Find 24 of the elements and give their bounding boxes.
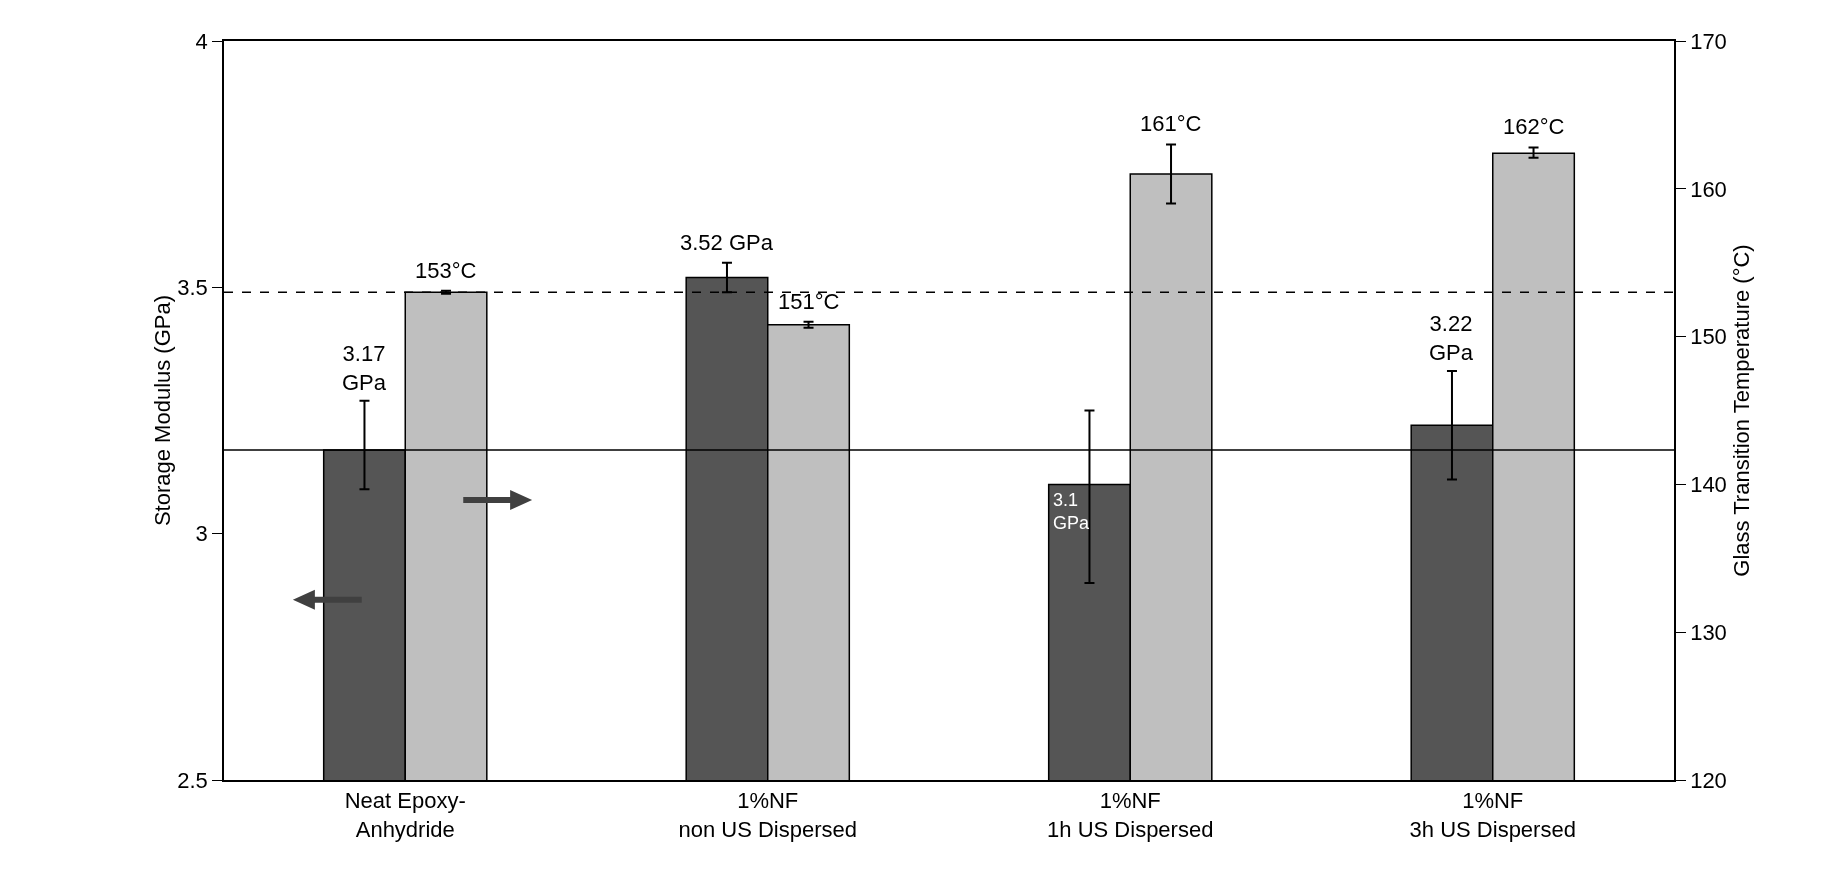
y2-tick-label: 160 bbox=[1690, 176, 1727, 202]
data-label: 162°C bbox=[1503, 114, 1565, 139]
y2-tick-label: 150 bbox=[1690, 324, 1727, 350]
data-label: 153°C bbox=[415, 258, 477, 283]
y2-tick-label: 140 bbox=[1690, 472, 1727, 498]
y-axis-title: Storage Modulus (GPa) bbox=[149, 294, 175, 527]
y-tick-label: 2.5 bbox=[177, 767, 208, 793]
x-tick-label: 1%NF 3h US Dispersed bbox=[1409, 788, 1576, 842]
x-tick-label: 1%NF 1h US Dispersed bbox=[1047, 788, 1214, 842]
data-label: 3.22 GPa bbox=[1429, 311, 1474, 365]
y2-tick-label: 170 bbox=[1690, 28, 1727, 54]
y-tick-label: 4 bbox=[195, 28, 208, 54]
y-tick-label: 3.5 bbox=[177, 275, 208, 301]
x-tick-label: Neat Epoxy- Anhydride bbox=[344, 788, 466, 842]
data-label: 161°C bbox=[1140, 111, 1202, 136]
y-tick-label: 3 bbox=[195, 521, 208, 547]
data-label: 3.1 GPa bbox=[1053, 490, 1091, 534]
y2-tick-label: 130 bbox=[1690, 619, 1727, 645]
y2-tick-label: 120 bbox=[1690, 767, 1727, 793]
x-tick-label: 1%NF non US Dispersed bbox=[678, 788, 858, 842]
data-label: 3.52 GPa bbox=[680, 230, 774, 255]
data-label: 3.17 GPa bbox=[342, 341, 387, 395]
data-label: 151°C bbox=[778, 289, 840, 314]
y2-axis-title: Glass Transition Temperature (°C) bbox=[1728, 244, 1754, 577]
